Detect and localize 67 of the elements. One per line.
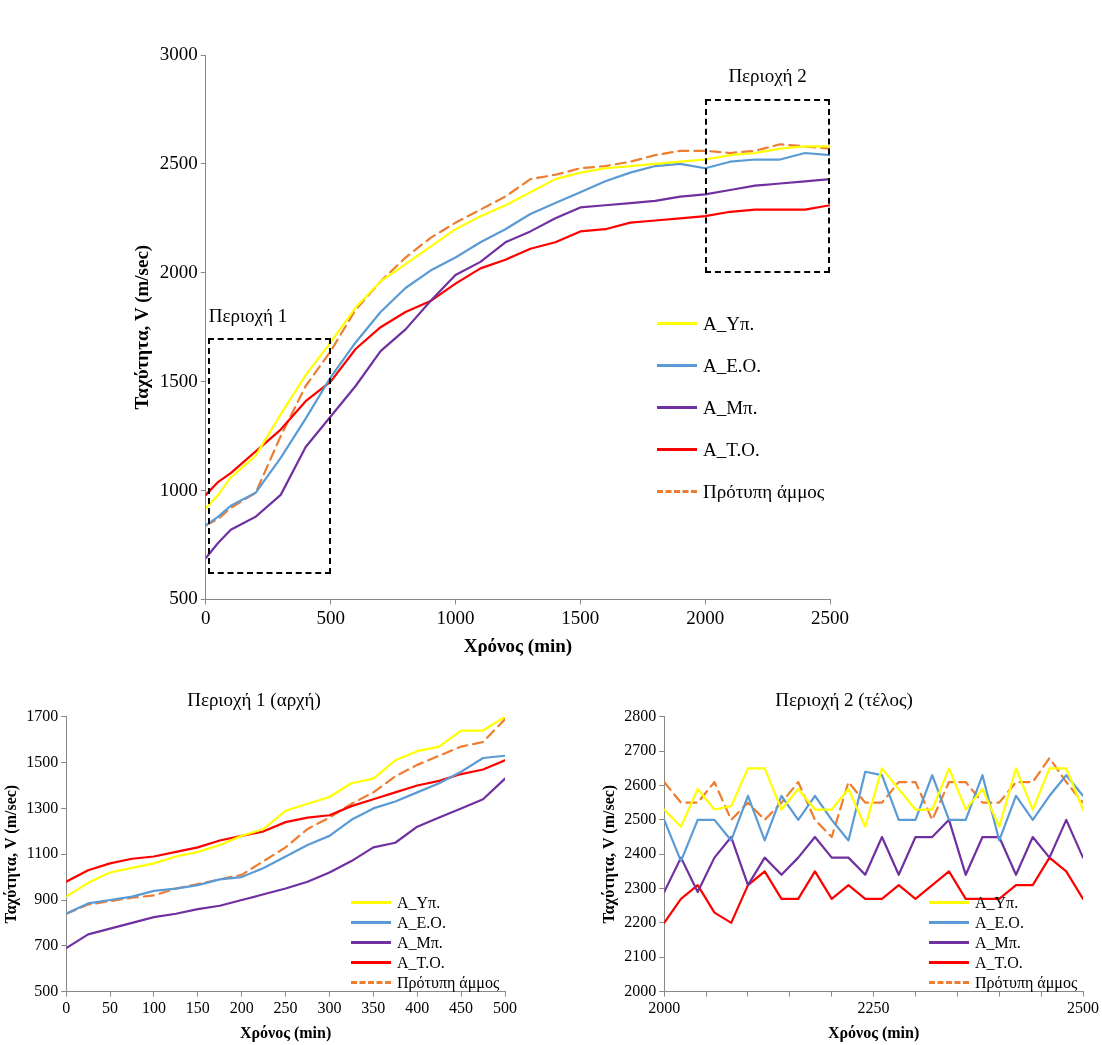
y-tick-label: 2100 xyxy=(624,947,657,965)
x-tick-label: 0 xyxy=(201,606,211,628)
y-tick-label: 1500 xyxy=(26,752,59,770)
x-tick-label: 100 xyxy=(141,999,166,1017)
x-tick-label: 2500 xyxy=(1067,999,1099,1017)
y-tick-label: 700 xyxy=(34,936,59,953)
x-tick-label: 2500 xyxy=(811,606,849,628)
legend-label: A_T.O. xyxy=(974,953,1024,972)
legend-label: A_T.O. xyxy=(702,438,761,461)
y-tick-label: 1000 xyxy=(159,478,198,500)
legend-label: Πρότυπη άμμος xyxy=(702,480,826,503)
x-tick-label: 500 xyxy=(493,999,517,1017)
y-tick-label: 1500 xyxy=(159,369,198,391)
y-tick-label: 2300 xyxy=(624,878,657,896)
y-tick-label: 2500 xyxy=(624,810,657,828)
x-tick-label: 400 xyxy=(405,999,430,1017)
y-tick-label: 1300 xyxy=(26,798,59,816)
legend-label: Πρότυπη άμμος xyxy=(974,973,1079,992)
y-tick-label: 2700 xyxy=(624,741,657,759)
y-tick-label: 3000 xyxy=(159,42,198,64)
y-tick-label: 500 xyxy=(34,981,59,999)
legend-label: A_Mπ. xyxy=(702,396,759,419)
legend-label: A_E.O. xyxy=(702,354,763,377)
y-axis-title: Ταχύτητα, V (m/sec) xyxy=(131,244,154,410)
chart-title: Περιοχή 2 (τέλος) xyxy=(775,689,913,712)
line-series xyxy=(664,756,1083,839)
x-tick-label: 50 xyxy=(102,999,119,1017)
x-tick-label: 250 xyxy=(273,999,298,1017)
legend-label: A_E.O. xyxy=(396,913,447,932)
x-tick-label: 0 xyxy=(62,999,71,1017)
legend-label: A_Mπ. xyxy=(974,933,1022,952)
y-tick-label: 500 xyxy=(169,587,198,609)
y-tick-label: 2000 xyxy=(159,260,198,282)
annotation: Περιοχή 2 xyxy=(728,65,807,87)
x-tick-label: 500 xyxy=(316,606,345,628)
y-tick-label: 2800 xyxy=(624,707,657,724)
x-tick-label: 1000 xyxy=(436,606,475,628)
y-tick-label: 2600 xyxy=(624,775,657,793)
y-tick-label: 2000 xyxy=(624,981,657,999)
legend-label: Πρότυπη άμμος xyxy=(396,973,501,992)
x-axis-title: Χρόνος (min) xyxy=(827,1023,920,1042)
y-tick-label: 2400 xyxy=(624,844,657,862)
x-axis-title: Χρόνος (min) xyxy=(463,634,573,657)
x-tick-label: 2250 xyxy=(857,999,890,1017)
legend-label: A_Yπ. xyxy=(396,893,442,912)
y-tick-label: 1100 xyxy=(26,844,59,862)
y-tick-label: 900 xyxy=(34,890,59,908)
legend-label: A_Yπ. xyxy=(702,312,756,335)
x-tick-label: 300 xyxy=(317,999,342,1017)
chart-title: Περιοχή 1 (αρχή) xyxy=(187,689,321,712)
y-axis-title: Ταχύτητα, V (m/sec) xyxy=(599,784,618,924)
x-tick-label: 450 xyxy=(449,999,474,1017)
x-tick-label: 2000 xyxy=(686,606,725,628)
x-tick-label: 350 xyxy=(361,999,386,1017)
annotation: Περιοχή 1 xyxy=(208,304,288,326)
y-tick-label: 1700 xyxy=(26,707,59,724)
y-tick-label: 2200 xyxy=(624,913,657,931)
x-tick-label: 150 xyxy=(185,999,210,1017)
legend-label: A_E.O. xyxy=(974,913,1025,932)
x-axis-title: Χρόνος (min) xyxy=(239,1023,332,1042)
legend-label: A_Mπ. xyxy=(396,933,444,952)
x-tick-label: 2000 xyxy=(648,999,681,1017)
legend-label: A_T.O. xyxy=(396,953,446,972)
x-tick-label: 1500 xyxy=(561,606,600,628)
x-tick-label: 200 xyxy=(229,999,254,1017)
y-tick-label: 2500 xyxy=(159,151,198,173)
y-axis-title: Ταχύτητα, V (m/sec) xyxy=(1,784,20,924)
